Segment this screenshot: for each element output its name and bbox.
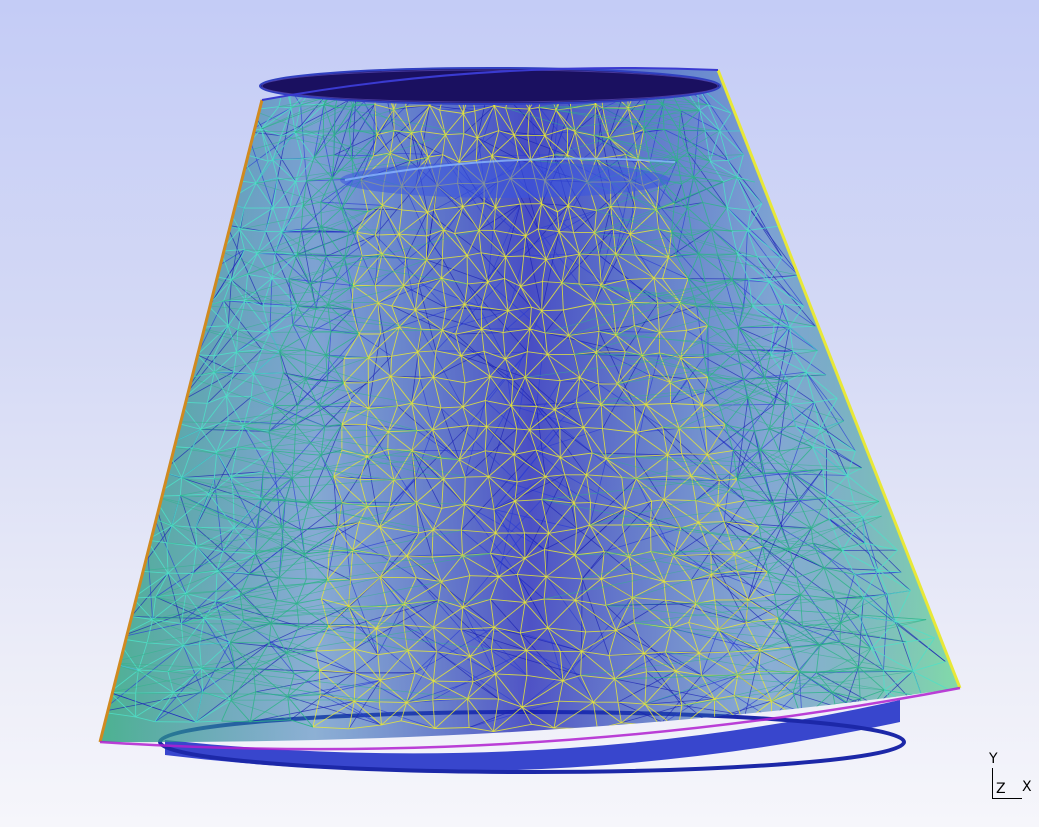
x-axis-label: X bbox=[1022, 779, 1032, 795]
z-axis-label: Z bbox=[996, 781, 1006, 797]
y-axis-line bbox=[992, 768, 993, 798]
axis-triad: Y Z X bbox=[980, 752, 1036, 802]
x-axis-line bbox=[992, 798, 1022, 799]
inner-bore bbox=[340, 157, 676, 198]
silhouette-edges bbox=[98, 67, 962, 751]
top-cap bbox=[259, 67, 721, 105]
y-axis-label: Y bbox=[989, 751, 998, 767]
